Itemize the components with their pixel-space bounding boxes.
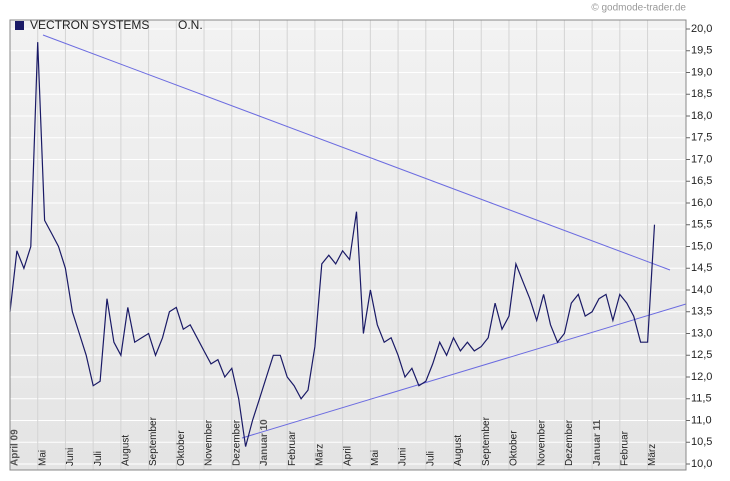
x-tick-label: Februar: [619, 430, 630, 466]
x-tick-label: April: [342, 446, 353, 466]
x-tick-label: Februar: [287, 430, 298, 466]
y-tick-label: 19,0: [691, 66, 712, 78]
y-tick-label: 15,5: [691, 219, 712, 231]
y-tick-label: 10,5: [691, 436, 712, 448]
trend-line-lower: [241, 303, 687, 439]
plot-border: [9, 19, 687, 471]
legend-swatch: [15, 21, 24, 30]
y-tick-label: 12,0: [691, 371, 712, 383]
x-tick-label: Juli: [425, 451, 436, 466]
y-tick-label: 13,0: [691, 327, 712, 339]
y-tick-label: 14,5: [691, 262, 712, 274]
x-tick-label: März: [315, 444, 326, 466]
x-tick-label: März: [647, 444, 658, 466]
x-tick-label: November: [536, 419, 547, 466]
y-tick-label: 12,5: [691, 349, 712, 361]
x-tick-label: November: [204, 419, 215, 466]
y-tick-label: 15,0: [691, 240, 712, 252]
y-tick-label: 16,5: [691, 175, 712, 187]
y-tick-label: 13,5: [691, 306, 712, 318]
x-tick-label: Mai: [37, 450, 48, 466]
price-line: [9, 42, 656, 447]
x-tick-label: Januar 11: [592, 419, 603, 466]
y-tick-label: 17,5: [691, 132, 712, 144]
x-tick-label: April 09: [10, 429, 21, 466]
x-tick-label: August: [121, 435, 132, 466]
x-tick-label: Januar 10: [259, 419, 270, 466]
y-tick-label: 11,0: [691, 414, 712, 426]
x-tick-label: September: [148, 416, 159, 466]
x-tick-label: Dezember: [231, 419, 242, 466]
source: © godmode-trader.de: [591, 3, 686, 14]
plot-area: [9, 19, 687, 471]
legend-label: VECTRON SYSTEMS: [30, 18, 149, 32]
x-tick-label: Juli: [93, 451, 104, 466]
y-tick-label: 18,0: [691, 110, 712, 122]
x-tick-label: Juni: [398, 448, 409, 466]
marks: [9, 42, 656, 447]
y-tick-label: 16,0: [691, 197, 712, 209]
x-tick-label: Dezember: [564, 419, 575, 466]
y-tick-label: 14,0: [691, 284, 712, 296]
x-tick-label: Oktober: [176, 430, 187, 466]
x-tick-label: Juni: [65, 448, 76, 466]
y-tick-label: 18,5: [691, 88, 712, 100]
trend-line-upper: [42, 34, 671, 271]
y-tick-label: 17,0: [691, 153, 712, 165]
x-tick-label: Mai: [370, 450, 381, 466]
y-tick-label: 10,0: [691, 458, 712, 470]
grid: [9, 20, 686, 470]
x-tick-label: September: [481, 416, 492, 466]
legend-note: O.N.: [178, 18, 203, 32]
y-tick-label: 20,0: [691, 23, 712, 35]
x-tick-label: Oktober: [509, 430, 520, 466]
y-tick-label: 11,5: [691, 393, 712, 405]
x-tick-label: August: [453, 435, 464, 466]
y-tick-label: 19,5: [691, 45, 712, 57]
